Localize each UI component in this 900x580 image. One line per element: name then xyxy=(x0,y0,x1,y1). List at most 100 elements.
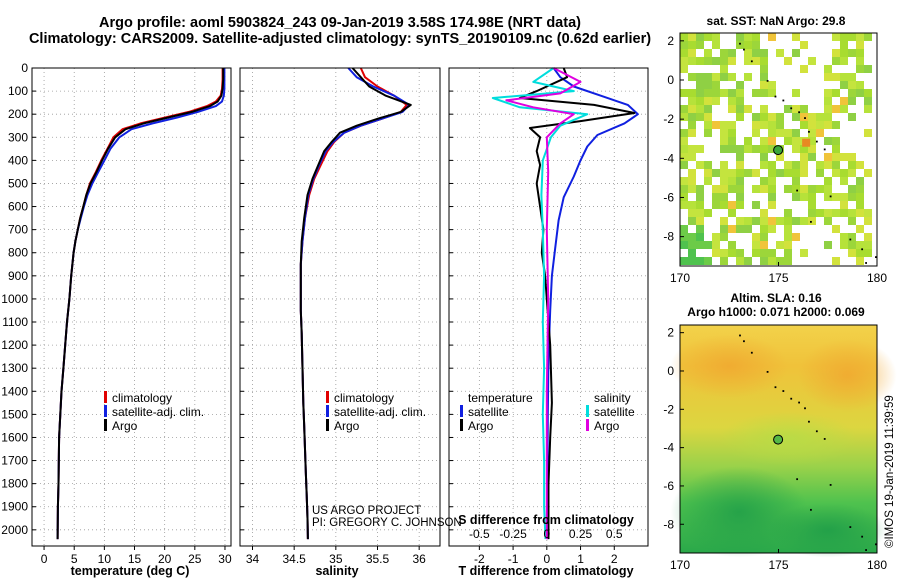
sst-cell xyxy=(792,33,800,41)
sst-cell xyxy=(800,193,808,201)
sst-cell xyxy=(712,73,720,81)
sst-cell xyxy=(816,121,824,129)
sst-cell xyxy=(768,129,776,137)
sst-cell xyxy=(792,185,800,193)
project-note: US ARGO PROJECT xyxy=(312,505,421,517)
sst-cell xyxy=(688,89,696,97)
sst-cell xyxy=(792,177,800,185)
sst-cell xyxy=(704,241,712,249)
island xyxy=(766,79,769,82)
sst-cell xyxy=(752,185,760,193)
sst-cell xyxy=(864,241,872,249)
sst-cell xyxy=(832,169,840,177)
island xyxy=(782,99,785,102)
legend-swatch-argo xyxy=(104,419,107,431)
sla-high xyxy=(670,334,789,398)
sst-cell xyxy=(720,257,728,265)
legend-swatch-satellite-adj xyxy=(104,405,107,417)
depth-tick-label: 100 xyxy=(8,84,28,98)
sst-cell xyxy=(680,65,688,73)
title-line-1: Argo profile: aoml 5903824_243 09-Jan-20… xyxy=(99,15,581,31)
sst-cell xyxy=(808,129,816,137)
legend-label-climatology: climatology xyxy=(334,391,394,405)
sst-cell xyxy=(688,57,696,65)
sst-cell xyxy=(752,249,760,257)
sst-cell xyxy=(848,233,856,241)
difference-panel: -2 -1 0 1 2 -0.5 -0.25 0 0.25 0.5 xyxy=(448,67,649,566)
map-x-tick-label: 175 xyxy=(768,271,788,285)
sst-cell xyxy=(680,49,688,57)
sst-cell xyxy=(840,73,848,81)
sst-cell xyxy=(816,161,824,169)
sst-cell xyxy=(832,193,840,201)
sst-cell xyxy=(768,145,776,153)
legend-swatch-climatology xyxy=(326,391,329,403)
top-x-tick-label: 0 xyxy=(543,527,550,541)
sst-cell xyxy=(760,185,768,193)
sst-cell xyxy=(736,225,744,233)
difference-xlabel: T difference from climatology xyxy=(458,564,633,578)
sst-cell xyxy=(704,169,712,177)
sst-cell xyxy=(744,41,752,49)
sst-cell xyxy=(680,225,688,233)
depth-tick-label: 200 xyxy=(8,107,28,121)
sla-map-subtitle: Argo h1000: 0.071 h2000: 0.069 xyxy=(687,305,865,319)
sst-cell xyxy=(776,121,784,129)
x-tick-label: 5 xyxy=(71,552,78,566)
depth-tick-label: 1800 xyxy=(1,477,28,491)
sst-cell xyxy=(840,97,848,105)
sst-cell xyxy=(680,105,688,113)
sst-cell xyxy=(864,209,872,217)
sst-cell xyxy=(784,217,792,225)
legend-label-sal-satellite: satellite xyxy=(594,405,635,419)
island xyxy=(875,543,877,546)
sst-cell xyxy=(720,137,728,145)
sst-cell xyxy=(768,257,776,265)
sst-cell xyxy=(752,145,760,153)
series-salinity-satellite xyxy=(491,67,589,540)
sst-cell xyxy=(856,193,864,201)
sst-cell xyxy=(832,89,840,97)
sst-cell xyxy=(840,241,848,249)
sst-cell xyxy=(824,153,832,161)
imos-stamp: ©IMOS 19-Jan-2019 11:39:59 xyxy=(884,395,896,548)
sst-cell xyxy=(856,57,864,65)
sst-cell xyxy=(856,49,864,57)
sst-cell xyxy=(776,49,784,57)
sst-cell xyxy=(736,257,744,265)
sst-cell xyxy=(784,225,792,233)
sst-cell xyxy=(696,57,704,65)
island xyxy=(823,438,826,440)
depth-tick-label: 1200 xyxy=(1,338,28,352)
sst-cell xyxy=(728,121,736,129)
sst-cell xyxy=(792,161,800,169)
sst-cell xyxy=(792,233,800,241)
panel-frame xyxy=(239,67,441,547)
sst-cell xyxy=(832,257,840,265)
sst-cell xyxy=(848,73,856,81)
x-tick-label: 20 xyxy=(158,552,172,566)
sst-cell xyxy=(688,177,696,185)
x-tick-label: -1 xyxy=(508,552,519,566)
island xyxy=(808,420,810,423)
sst-cell xyxy=(752,129,760,137)
island xyxy=(829,484,832,486)
sst-cell xyxy=(832,33,840,41)
sst-cell xyxy=(736,113,744,121)
sst-cell xyxy=(744,57,752,65)
legend-label-satellite-adj: satellite-adj. clim. xyxy=(112,405,204,419)
sst-cell xyxy=(784,241,792,249)
island xyxy=(875,256,877,259)
x-tick-label: 0 xyxy=(41,552,48,566)
sst-cell xyxy=(752,49,760,57)
sst-cell xyxy=(760,249,768,257)
sst-cell xyxy=(784,185,792,193)
legend-title-temperature: temperature xyxy=(468,391,533,405)
sst-cell xyxy=(736,81,744,89)
sst-cell xyxy=(760,81,768,89)
sst-warm-cell xyxy=(802,138,811,147)
sst-cell xyxy=(760,49,768,57)
top-x-tick-label: 0.5 xyxy=(606,527,623,541)
sst-cell xyxy=(832,153,840,161)
